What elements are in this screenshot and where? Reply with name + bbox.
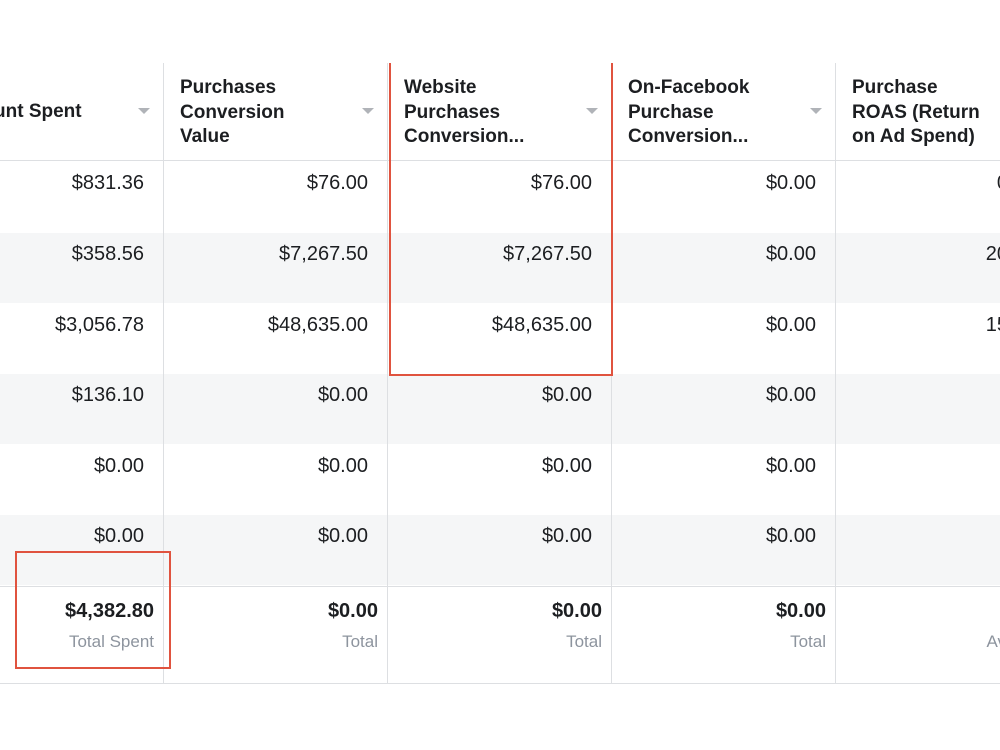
cell-website-value: $48,635.00 bbox=[491, 314, 592, 336]
table-row-stripe bbox=[0, 374, 1000, 444]
column-header-purchase-roas[interactable]: Purchase ROAS (Return on Ad Spend) bbox=[836, 63, 1000, 160]
cell-amount-spent: $0.00 bbox=[93, 455, 144, 477]
header-line: Purchases bbox=[404, 101, 501, 123]
cell-roas: 0 bbox=[997, 172, 1000, 195]
header-line: Conversion... bbox=[628, 126, 749, 147]
highlight-website-purchases-column bbox=[389, 63, 613, 376]
total-website-value: $0.00 bbox=[551, 600, 602, 622]
cell-purchases-value: $76.00 bbox=[306, 172, 368, 194]
table-row-stripe bbox=[0, 233, 1000, 303]
total-roas-label: Av bbox=[986, 632, 1000, 651]
cell-onfb-value: $0.00 bbox=[765, 525, 816, 547]
cell-purchases-value: $0.00 bbox=[317, 455, 368, 477]
cell-website-value: $0.00 bbox=[541, 525, 592, 547]
header-line: Purchases bbox=[180, 77, 277, 98]
cell-purchases-value: $7,267.50 bbox=[279, 243, 368, 265]
header-line: Website bbox=[404, 77, 477, 98]
header-divider bbox=[0, 160, 1000, 161]
cell-website-value: $7,267.50 bbox=[503, 243, 592, 265]
header-line: Conversion bbox=[180, 101, 285, 123]
cell-roas: 20 bbox=[985, 243, 1000, 265]
header-line: Purchase bbox=[852, 77, 938, 98]
totals-divider bbox=[0, 586, 1000, 587]
column-divider bbox=[387, 63, 388, 684]
highlight-total-spent bbox=[15, 551, 171, 669]
total-amount-spent-label: Total Spent bbox=[68, 632, 154, 651]
total-purchases-label: Total bbox=[342, 632, 378, 651]
cell-amount-spent: $0.00 bbox=[93, 525, 144, 547]
cell-purchases-value: $0.00 bbox=[317, 525, 368, 547]
cell-onfb-value: $0.00 bbox=[765, 455, 816, 477]
sort-caret-icon[interactable] bbox=[138, 108, 150, 114]
cell-website-value: $0.00 bbox=[541, 455, 592, 477]
header-line: unt Spent bbox=[0, 101, 82, 122]
cell-purchases-value: $48,635.00 bbox=[267, 314, 368, 336]
column-header-purchases-conversion-value[interactable]: Purchases Conversion Value bbox=[164, 63, 387, 160]
header-line: On-Facebook bbox=[628, 77, 750, 98]
table-bottom-border bbox=[0, 683, 1000, 684]
header-line: Value bbox=[180, 126, 230, 147]
cell-website-value: $0.00 bbox=[541, 384, 592, 406]
cell-onfb-value: $0.00 bbox=[765, 314, 816, 336]
cell-onfb-value: $0.00 bbox=[765, 172, 816, 194]
header-line: ROAS (Return bbox=[852, 101, 980, 123]
cell-onfb-value: $0.00 bbox=[765, 243, 816, 265]
column-divider bbox=[163, 63, 164, 684]
column-header-onfacebook-purchase-conversion[interactable]: On-Facebook Purchase Conversion... bbox=[612, 63, 835, 160]
total-onfb-value: $0.00 bbox=[775, 600, 826, 622]
cell-website-value: $76.00 bbox=[530, 172, 592, 194]
header-line: Conversion... bbox=[404, 126, 525, 147]
header-line: on Ad Spend) bbox=[852, 126, 975, 147]
table-row-stripe bbox=[0, 515, 1000, 585]
cell-amount-spent: $136.10 bbox=[71, 384, 144, 406]
sort-caret-icon[interactable] bbox=[810, 108, 822, 114]
column-header-website-purchases-conversion[interactable]: Website Purchases Conversion... bbox=[388, 63, 611, 160]
cell-onfb-value: $0.00 bbox=[765, 384, 816, 406]
total-purchases-value: $0.00 bbox=[327, 600, 378, 622]
header-line: Purchase bbox=[628, 101, 714, 123]
total-amount-spent-value: $4,382.80 bbox=[65, 600, 154, 622]
total-onfb-label: Total bbox=[790, 632, 826, 651]
cell-amount-spent: $358.56 bbox=[71, 243, 144, 265]
sort-caret-icon[interactable] bbox=[362, 108, 374, 114]
cell-purchases-value: $0.00 bbox=[317, 384, 368, 406]
column-header-amount-spent[interactable]: unt Spent bbox=[0, 63, 163, 160]
total-website-label: Total bbox=[566, 632, 602, 651]
cell-amount-spent: $831.36 bbox=[71, 172, 144, 194]
cell-amount-spent: $3,056.78 bbox=[55, 314, 144, 336]
column-divider bbox=[835, 63, 836, 684]
sort-caret-icon[interactable] bbox=[586, 108, 598, 114]
cell-roas: 15 bbox=[985, 314, 1000, 336]
